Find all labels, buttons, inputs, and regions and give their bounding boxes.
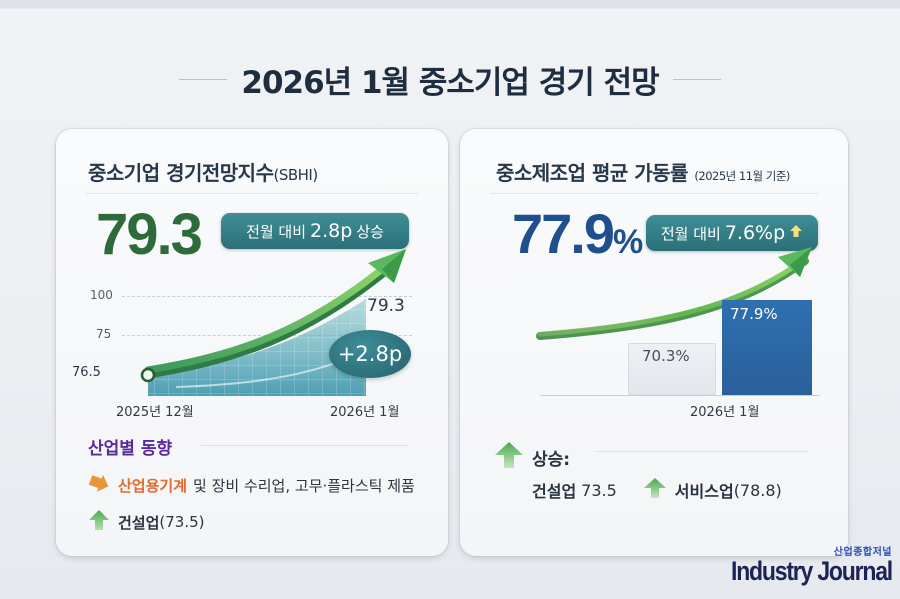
bar-current-label: 77.9% [730,305,778,323]
utilization-change-pill: 전월 대비 7.6%p [646,215,818,251]
section-divider [201,445,408,446]
construction-value: (73.5) [159,513,205,531]
utilization-title-sub: (2025년 11월 기준) [694,169,790,183]
title-divider-right [672,78,721,80]
utilization-card: 중소제조업 평균 가동률 (2025년 11월 기준) 77.9% 전월 대비 … [460,129,848,556]
service-label: 서비스업 [674,482,734,501]
logo-english: Industry Journal [731,555,893,586]
x-label: 2026년 1월 [690,405,760,420]
industry-accent-text: 산업용기계 [118,476,188,495]
x-label-start: 2025년 12월 [116,405,194,420]
title-divider-left [179,78,228,80]
sbhi-title-sub: (SBHI) [273,166,318,184]
sbhi-change-pill: 전월 대비 2.8p 상승 [221,213,409,249]
pill-prefix: 전월 대비 [660,224,721,243]
section-divider [595,451,808,452]
title-divider [490,193,818,194]
start-point-marker [140,367,156,383]
service-value: (78.8) [733,480,782,500]
rising-section-title: 상승: [494,441,570,474]
utilization-card-title: 중소제조업 평균 가동률 (2025년 11월 기준) [496,157,790,186]
title-divider [86,193,418,194]
grid-line-100 [122,296,412,297]
y-tick-100: 100 [90,288,113,302]
sbhi-card-title: 중소기업 경기전망지수(SBHI) [88,157,318,186]
pill-suffix: 상승 [356,222,384,241]
arrow-up-icon [88,509,110,535]
pill-value: 7.6%p [724,222,786,244]
header: 2026년 1월 중소기업 경기 전망 [0,55,900,103]
bar-previous-label: 70.3% [642,347,690,365]
construction-label: 건설업 [532,482,577,501]
y-tick-75: 75 [96,327,112,341]
chart-baseline [540,395,820,396]
publisher-logo: 산업종합저널 Industry Journal [731,543,893,586]
sbhi-value: 79.3 [96,202,203,267]
bar-current [722,300,812,395]
sbhi-area-chart [140,249,406,396]
rising-industries-row: 건설업 73.5 서비스업 (78.8) [532,477,782,503]
rising-title-text: 상승: [532,450,571,470]
utilization-unit: % [613,223,644,261]
delta-bubble: +2.8p [329,330,411,378]
pill-value: 2.8p [310,220,353,242]
start-value-label: 76.5 [72,365,101,380]
pill-prefix: 전월 대비 [246,222,307,241]
sbhi-title-main: 중소기업 경기전망지수 [88,161,274,185]
bar-previous [628,343,716,395]
construction-label: 건설업 [118,513,160,532]
construction-value: 73.5 [581,480,617,500]
arrow-up-icon [643,477,667,503]
industry-row-decline: 산업용기계 및 장비 수리업, 고무·플라스틱 제품 [88,474,415,496]
utilization-trend-arrow [536,247,812,340]
utilization-title-main: 중소제조업 평균 가동률 [496,161,688,185]
logo-korean: 산업종합저널 [833,547,892,558]
industry-trend-title: 산업별 동향 [88,439,173,459]
utilization-value: 77.9% [512,201,643,266]
page-title: 2026년 1월 중소기업 경기 전망 [241,64,659,101]
industry-rest-text: 및 장비 수리업, 고무·플라스틱 제품 [193,476,415,495]
arrow-down-right-icon [88,474,110,496]
arrow-up-icon [494,441,524,474]
arrow-up-icon [789,224,803,242]
end-value-label: 79.3 [367,296,405,316]
industry-row-construction: 건설업 (73.5) [88,509,205,535]
x-label-end: 2026년 1월 [330,405,400,420]
sbhi-card: 중소기업 경기전망지수(SBHI) 79.3 전월 대비 2.8p 상승 100… [56,129,448,556]
utilization-number: 77.9 [512,202,615,265]
